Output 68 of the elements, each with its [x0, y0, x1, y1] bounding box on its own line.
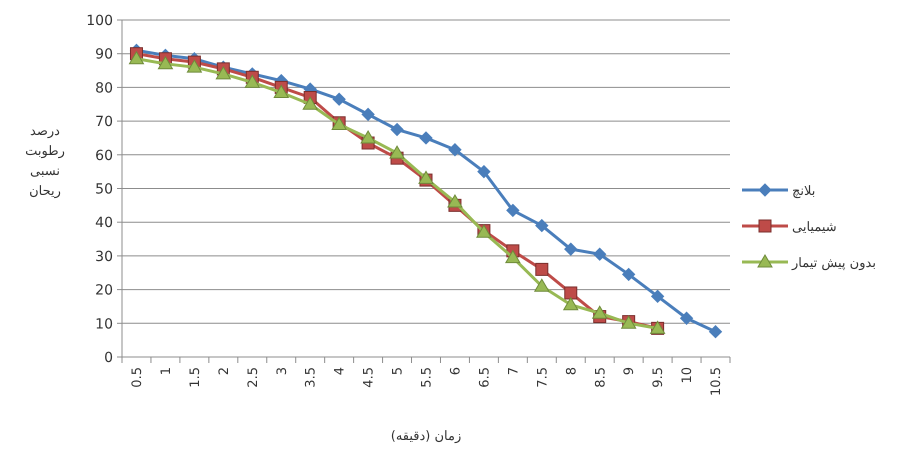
x-tick-label: 10.5 [709, 367, 724, 396]
x-tick-label: 6.5 [477, 367, 492, 388]
point [362, 108, 375, 121]
x-tick-label: 10 [680, 367, 696, 384]
point [448, 143, 462, 156]
y-axis-title: درصد رطوبت نسبی ریحان [25, 124, 65, 199]
x-tick-label: 1 [158, 367, 174, 376]
x-tick-label: 9.5 [651, 367, 666, 388]
point [709, 325, 722, 338]
x-tick-label: 0.5 [130, 367, 146, 388]
y-tick-label: 10 [95, 316, 113, 332]
point [535, 219, 548, 232]
x-tick-label: 4.5 [362, 367, 377, 388]
point [302, 96, 318, 110]
x-tick-label: 3.5 [304, 367, 319, 388]
point [447, 194, 462, 208]
x-tick-label: 2 [216, 367, 232, 376]
x-tick-label: 6 [448, 367, 464, 376]
point [360, 130, 376, 144]
point [505, 250, 520, 264]
point [593, 248, 606, 261]
point [564, 286, 578, 300]
x-tick-label: 8 [564, 367, 580, 376]
y-tick-label: 40 [95, 215, 113, 232]
y-tick-label: 20 [95, 282, 113, 299]
y-tick-label: 70 [95, 114, 113, 130]
point [186, 60, 202, 73]
x-tick-label: 7.5 [535, 367, 550, 388]
x-tick-label: 3 [274, 367, 290, 376]
x-tick-label: 5.5 [420, 367, 435, 388]
x-tick-label: 1.5 [188, 367, 203, 388]
x-tick-label: 8.5 [593, 367, 608, 388]
x-axis-title: زمان (دقیقه) [390, 429, 462, 444]
point [563, 297, 578, 310]
point [680, 312, 694, 325]
point [158, 56, 173, 70]
point [274, 84, 289, 98]
x-tick-label: 4 [332, 367, 348, 376]
x-tick-label: 7 [506, 367, 522, 376]
point [216, 66, 231, 80]
legend-label: بدون پیش تیمار [791, 256, 876, 271]
y-tick-label: 100 [86, 13, 113, 29]
point [534, 278, 550, 292]
y-tick-label: 50 [95, 182, 113, 198]
y-tick-label: 80 [95, 80, 113, 96]
point [418, 170, 434, 184]
x-tick-label: 2.5 [246, 367, 261, 388]
point [592, 306, 608, 319]
point [390, 146, 405, 159]
point [244, 74, 260, 88]
point [651, 290, 664, 303]
y-tick-label: 90 [95, 46, 113, 63]
x-tick-label: 9 [622, 367, 638, 376]
point [128, 51, 144, 64]
y-tick-label: 30 [95, 248, 113, 265]
x-tick-label: 5 [390, 367, 406, 376]
legend-label: بلانچ [792, 184, 816, 199]
point [622, 268, 636, 281]
point [420, 131, 432, 144]
point [390, 123, 404, 136]
legend-label: شیمیایی [792, 220, 837, 235]
y-tick-label: 0 [104, 350, 113, 366]
point [564, 242, 578, 256]
y-tick-label: 60 [95, 148, 113, 164]
point [477, 165, 490, 178]
point [535, 262, 548, 276]
point [332, 92, 346, 106]
point [506, 204, 520, 217]
